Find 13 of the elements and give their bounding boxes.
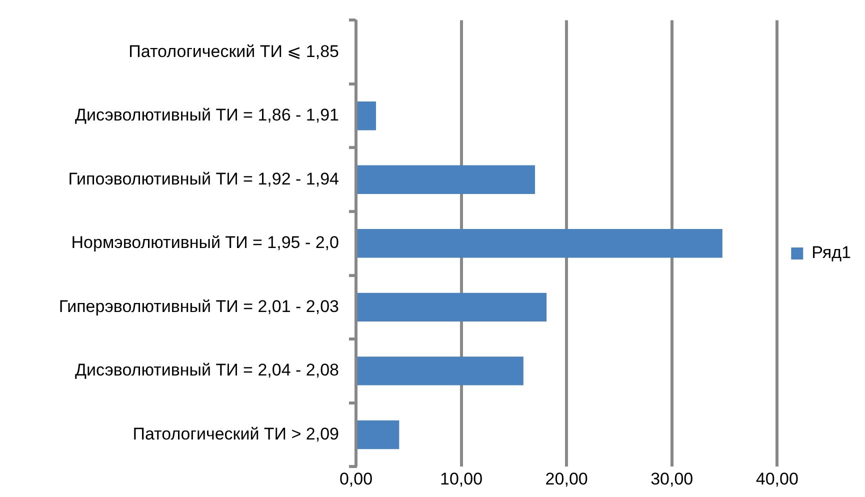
y-tick-label: Дисэволютивный ТИ = 1,86 - 1,91 bbox=[75, 106, 339, 125]
y-tick-label: Гипоэволютивный ТИ = 1,92 - 1,94 bbox=[68, 169, 339, 188]
y-tick-label: Патологический ТИ > 2,09 bbox=[132, 424, 339, 444]
x-tick-label: 30,00 bbox=[650, 469, 694, 488]
y-tick-label: Нормэволютивный ТИ = 1,95 - 2,0 bbox=[71, 233, 339, 252]
x-tick-label: 10,00 bbox=[440, 469, 483, 488]
x-tick-label: 20,00 bbox=[545, 469, 588, 488]
legend-label: Ряд1 bbox=[812, 243, 852, 262]
y-tick-label: Дисэволютивный ТИ = 2,04 - 2,08 bbox=[75, 360, 339, 380]
y-tick-label: Гиперэволютивный ТИ = 2,01 - 2,03 bbox=[58, 296, 339, 316]
y-tick-label: Патологический ТИ ⩽ 1,85 bbox=[128, 42, 339, 61]
x-tick-label: 0,00 bbox=[339, 469, 373, 488]
x-tick-label: 40,00 bbox=[756, 469, 798, 488]
